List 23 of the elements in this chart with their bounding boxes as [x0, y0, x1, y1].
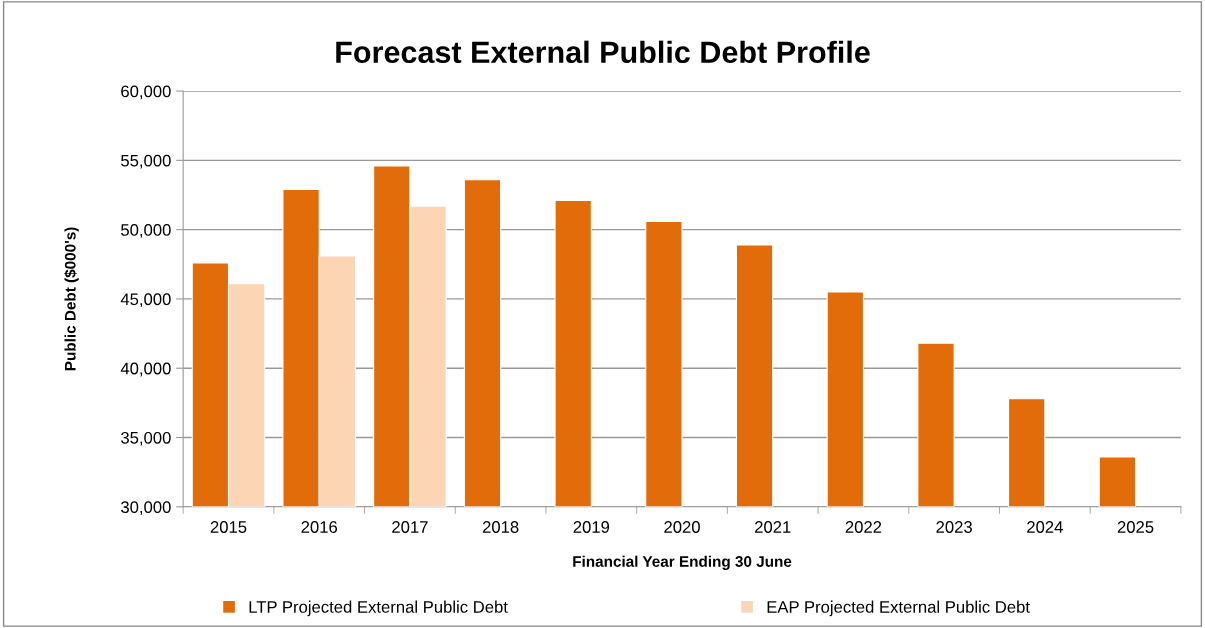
y-tick-label: 55,000: [121, 154, 171, 169]
x-tick-label: 2015: [210, 521, 247, 533]
y-tick-label: 40,000: [120, 362, 171, 377]
x-tick-label: 2016: [301, 521, 338, 533]
chart-title: Forecast External Public Debt Profile: [336, 40, 870, 64]
y-axis-title: Public Debt ($000's): [64, 227, 79, 371]
y-tick-label: 50,000: [121, 224, 171, 238]
y-tick-label: 30,000: [121, 501, 171, 515]
x-tick-label: 2025: [1117, 521, 1154, 533]
legend-label: LTP Projected External Public Debt: [249, 600, 508, 617]
x-axis-title: Financial Year Ending 30 June: [573, 555, 792, 570]
x-tick-label: 2018: [482, 521, 519, 533]
x-tick-label: 2019: [573, 521, 610, 533]
legend-label: EAP Projected External Public Debt: [767, 600, 1030, 617]
y-tick-label: 45,000: [120, 293, 171, 308]
x-tick-label: 2023: [936, 521, 972, 533]
y-tick-label: 60,000: [121, 85, 171, 100]
x-tick-label: 2022: [845, 521, 882, 533]
x-tick-label: 2020: [664, 521, 700, 533]
x-tick-label: 2021: [755, 521, 791, 533]
x-tick-label: 2024: [1027, 521, 1063, 533]
y-tick-label: 35,000: [121, 431, 171, 446]
x-tick-label: 2017: [392, 521, 428, 533]
